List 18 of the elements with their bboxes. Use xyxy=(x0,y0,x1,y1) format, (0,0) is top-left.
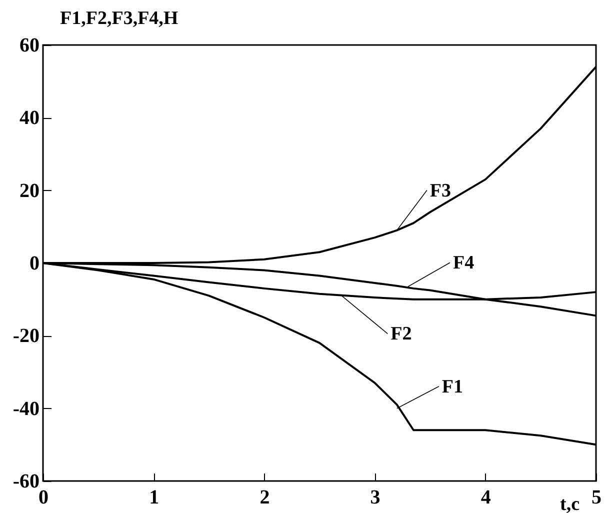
y-tick-label: -40 xyxy=(12,398,40,420)
x-tick-label: 5 xyxy=(592,486,602,508)
y-tick-label: 20 xyxy=(20,180,40,202)
y-axis-title: F1,F2,F3,F4,H xyxy=(60,8,178,29)
annotation: F4 xyxy=(452,252,475,274)
y-tick-label: 0 xyxy=(30,252,40,274)
x-tick-label: 4 xyxy=(480,486,491,508)
x-tick-label: 1 xyxy=(149,486,160,508)
annotation: F1 xyxy=(442,376,464,398)
annotation: F3 xyxy=(430,180,452,202)
y-tick-label: -20 xyxy=(12,325,40,348)
y-tick-label: 40 xyxy=(20,107,40,130)
x-tick-label: 3 xyxy=(370,486,380,508)
x-axis-title: t,c xyxy=(560,494,580,513)
y-tick-label: -60 xyxy=(12,470,40,492)
y-tick-label: 60 xyxy=(20,34,40,56)
annotation: F2 xyxy=(390,324,412,345)
x-tick-label: 2 xyxy=(260,486,270,508)
